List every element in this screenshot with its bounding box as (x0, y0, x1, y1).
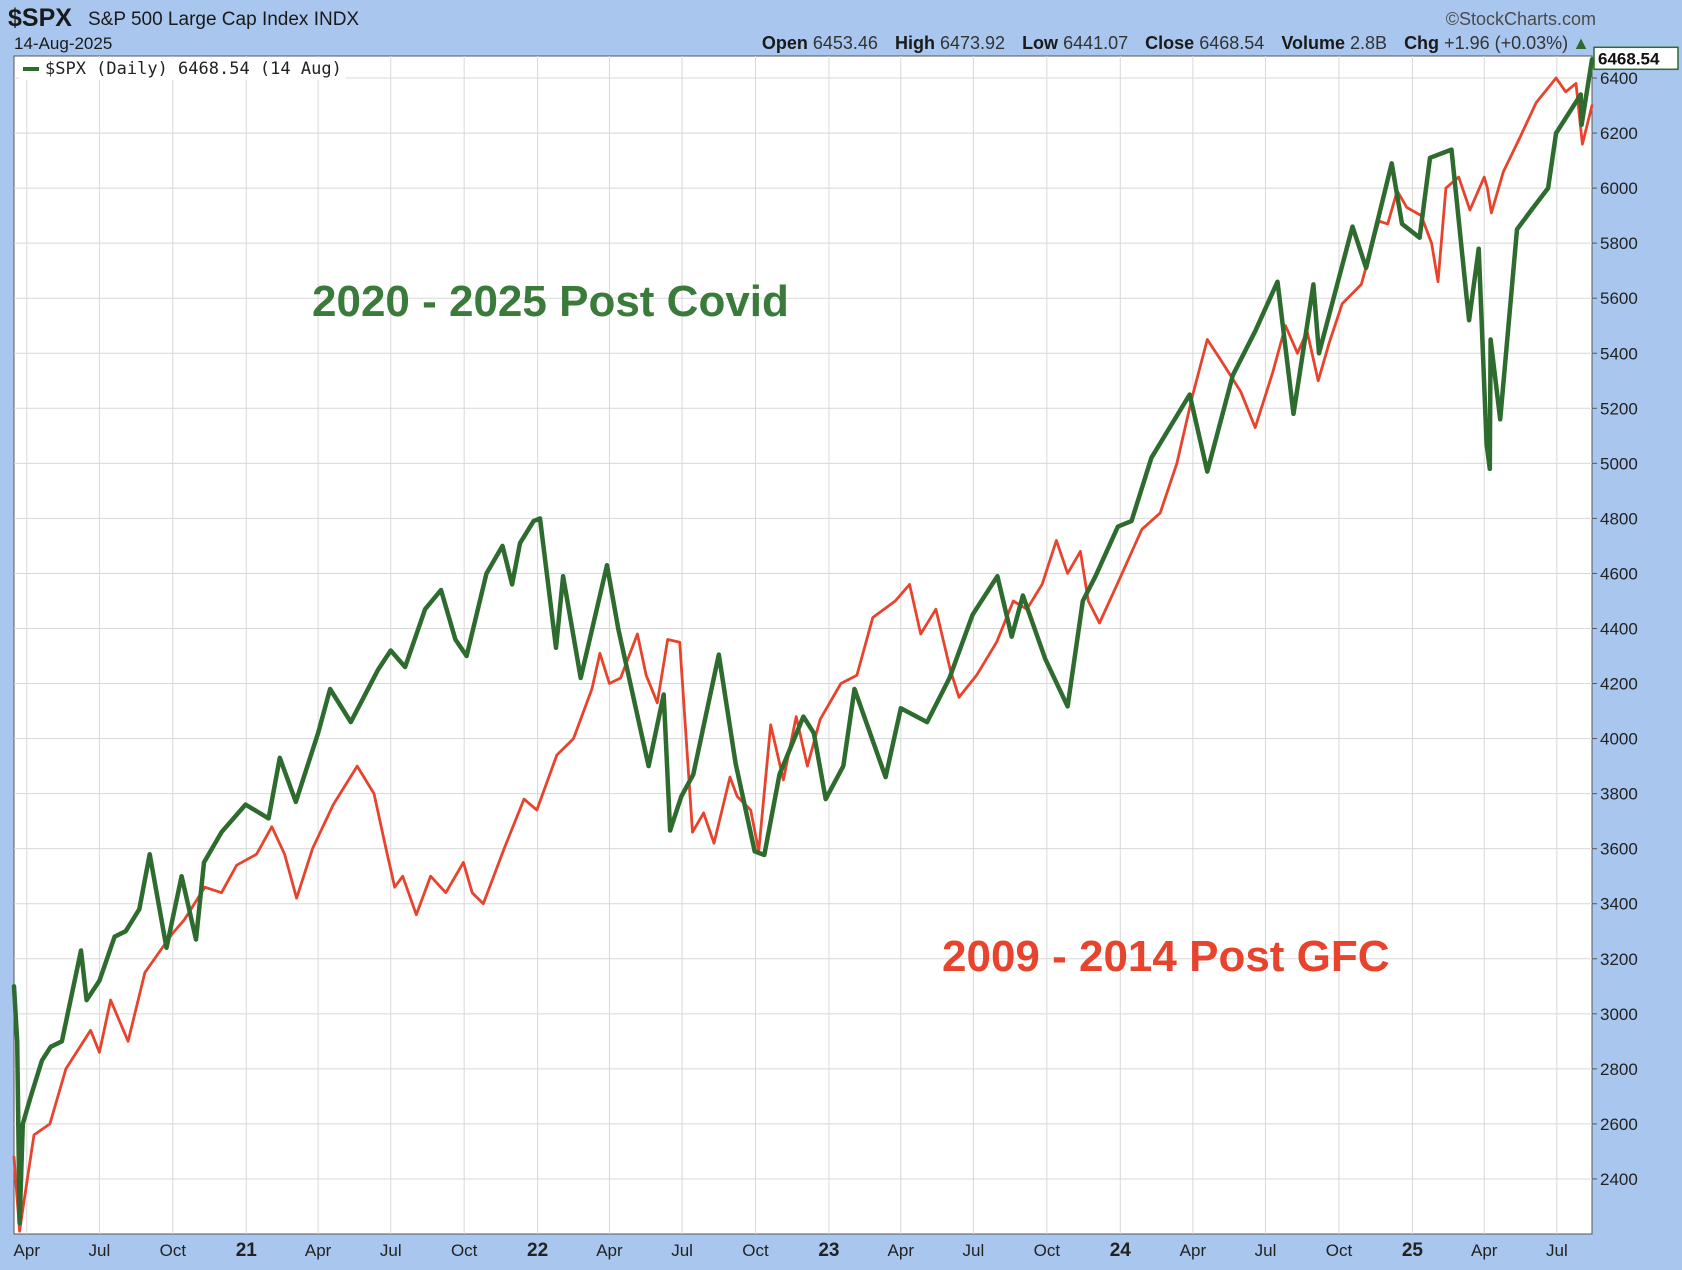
x-tick-label: Jul (89, 1241, 111, 1260)
series-layer (11, 57, 1595, 1233)
open-value: 6453.46 (812, 33, 878, 53)
ohlc-readout: Open 6453.46 High 6473.92 Low 6441.07 Cl… (762, 33, 1590, 54)
x-tick-label: Jul (1255, 1241, 1277, 1260)
x-tick-label: Apr (1180, 1241, 1207, 1260)
y-tick-label: 5200 (1600, 399, 1638, 418)
index-name: S&P 500 Large Cap Index INDX (88, 9, 360, 30)
x-tick-label: Apr (1471, 1241, 1498, 1260)
x-tick-label: Oct (160, 1241, 187, 1260)
y-tick-label: 2600 (1600, 1115, 1638, 1134)
y-tick-label: 6400 (1600, 69, 1638, 88)
series-line-spx-2020-2025 (11, 57, 1595, 1226)
x-tick-label: 24 (1110, 1240, 1132, 1261)
up-arrow-icon: ▲ (1572, 33, 1590, 53)
y-tick-label: 3600 (1600, 840, 1638, 859)
x-tick-label: 22 (527, 1240, 548, 1261)
y-tick-label: 4200 (1600, 675, 1638, 694)
x-tick-label: Apr (14, 1241, 41, 1260)
x-tick-label: Apr (596, 1241, 623, 1260)
chg-label: Chg (1404, 33, 1440, 53)
x-tick-label: 25 (1402, 1240, 1424, 1261)
y-tick-label: 5000 (1600, 454, 1638, 473)
y-tick-label: 6200 (1600, 124, 1638, 143)
plot-area (13, 55, 1593, 1235)
y-tick-label: 2800 (1600, 1060, 1638, 1079)
y-tick-label: 4800 (1600, 509, 1638, 528)
x-tick-label: Oct (1326, 1241, 1353, 1260)
y-tick-label: 2400 (1600, 1170, 1638, 1189)
chart-legend: $SPX (Daily) 6468.54 (14 Aug) (19, 58, 346, 80)
x-tick-label: Oct (451, 1241, 478, 1260)
low-value: 6441.07 (1063, 33, 1129, 53)
y-tick-label: 6000 (1600, 179, 1638, 198)
last-value-label: 6468.54 (1598, 49, 1660, 68)
y-tick-label: 5800 (1600, 234, 1638, 253)
low-label: Low (1022, 33, 1059, 53)
y-tick-label: 5400 (1600, 344, 1638, 363)
x-axis: Apr Jul Oct 21 Apr Jul Oct 22 Apr Jul Oct 23 Apr Jul O… (14, 1240, 1568, 1261)
y-tick-label: 4000 (1600, 730, 1638, 749)
x-tick-label: 23 (818, 1240, 839, 1261)
last-value-marker: 6468.54 (1593, 46, 1679, 71)
x-tick-label: Jul (963, 1241, 985, 1260)
high-label: High (894, 33, 935, 53)
x-tick-label: Oct (1034, 1241, 1061, 1260)
y-tick-label: 5600 (1600, 289, 1638, 308)
high-value: 6473.92 (939, 33, 1006, 53)
y-tick-label: 4600 (1600, 564, 1638, 583)
x-tick-label: Apr (888, 1241, 915, 1260)
chg-value: +1.96 (+0.03%) (1444, 33, 1569, 53)
x-tick-label: Oct (742, 1241, 769, 1260)
x-tick-label: Jul (1546, 1241, 1568, 1260)
x-tick-label: Jul (380, 1241, 402, 1260)
open-label: Open (761, 33, 808, 53)
y-tick-label: 3800 (1600, 785, 1638, 804)
last-value-box (1593, 46, 1679, 71)
x-tick-label: 21 (236, 1240, 258, 1261)
y-tick-label: 3200 (1600, 950, 1638, 969)
legend-text: $SPX (Daily) 6468.54 (14 Aug) (45, 59, 342, 79)
brand-label: ©StockCharts.com (1445, 9, 1596, 29)
ticker-symbol: $SPX (8, 4, 72, 32)
close-value: 6468.54 (1199, 33, 1265, 53)
legend-swatch (23, 67, 39, 71)
y-tick-label: 4400 (1600, 619, 1638, 638)
volume-label: Volume (1281, 33, 1345, 53)
chart-date: 14-Aug-2025 (14, 34, 113, 53)
x-tick-label: Jul (671, 1241, 693, 1260)
y-axis: 2400 2600 2800 3000 3200 3400 3600 3800 4000 4200… (1592, 69, 1638, 1189)
annotation-post-gfc: 2009 - 2014 Post GFC (942, 932, 1390, 981)
annotation-post-covid: 2020 - 2025 Post Covid (312, 277, 789, 326)
gridlines (14, 56, 1592, 1234)
y-tick-label: 3000 (1600, 1005, 1638, 1024)
y-tick-label: 3400 (1600, 895, 1638, 914)
close-label: Close (1145, 33, 1195, 53)
x-tick-label: Apr (305, 1241, 332, 1260)
volume-value: 2.8B (1350, 33, 1388, 53)
